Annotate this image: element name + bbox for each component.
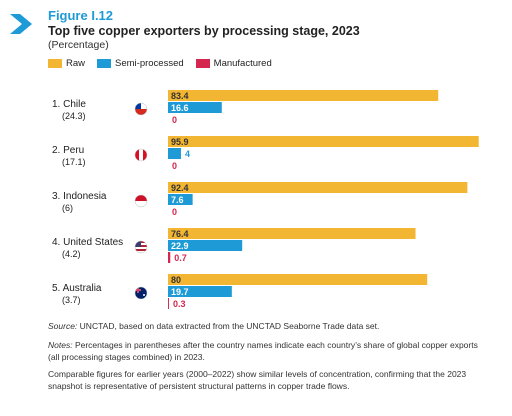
data-label-manufactured: 0.3 xyxy=(173,299,186,309)
bar-manufactured xyxy=(168,298,169,309)
data-label-raw: 92.4 xyxy=(171,183,189,193)
peru-flag-icon xyxy=(134,148,148,162)
category-share-label: (3.7) xyxy=(62,295,81,305)
chile-flag-icon xyxy=(134,102,148,116)
data-label-manufactured: 0 xyxy=(172,207,177,217)
figure-label: Figure I.12 xyxy=(48,8,114,23)
comparable-note: Comparable figures for earlier years (20… xyxy=(48,369,467,391)
data-label-manufactured: 0.7 xyxy=(174,253,187,263)
data-label-semi-processed: 7.6 xyxy=(171,195,184,205)
indonesia-flag-icon xyxy=(134,194,148,208)
legend-item-raw: Raw xyxy=(48,58,85,69)
notes-label: Notes: xyxy=(48,340,73,350)
chevron-right-icon xyxy=(10,14,32,34)
legend: Raw Semi-processed Manufactured xyxy=(48,58,284,69)
legend-label-manufactured: Manufactured xyxy=(213,58,272,69)
data-label-semi-processed: 22.9 xyxy=(171,241,189,251)
data-label-semi-processed: 19.7 xyxy=(171,287,189,297)
category-label: 4. United States xyxy=(52,237,123,248)
australia-flag-icon xyxy=(134,286,148,300)
united-states-flag-icon xyxy=(134,240,148,254)
legend-label-raw: Raw xyxy=(66,58,86,69)
chart-subtitle: (Percentage) xyxy=(48,39,109,51)
bar-raw xyxy=(168,136,479,147)
legend-swatch-semi-processed xyxy=(97,59,112,68)
category-share-label: (17.1) xyxy=(62,157,86,167)
data-label-manufactured: 0 xyxy=(172,161,177,171)
legend-swatch-manufactured xyxy=(195,59,210,68)
category-label: 3. Indonesia xyxy=(52,191,107,202)
bar-raw xyxy=(168,182,468,193)
data-label-semi-processed: 4 xyxy=(185,149,190,159)
bar-semi-processed xyxy=(168,286,232,297)
bar-semi-processed xyxy=(168,148,181,159)
data-label-semi-processed: 16.6 xyxy=(171,103,189,113)
bar-raw xyxy=(168,228,416,239)
category-share-label: (6) xyxy=(62,203,73,213)
source-text: UNCTAD, based on data extracted from the… xyxy=(79,321,380,331)
bar-raw xyxy=(168,90,439,101)
source-note: Source: UNCTAD, based on data extracted … xyxy=(48,320,488,332)
bar-chart: 1. Chile(24.3) 83.4 16.6 0 2. Peru(17.1) 95.9… xyxy=(52,90,479,309)
legend-label-semi-processed: Semi-processed xyxy=(115,58,184,69)
category-share-label: (4.2) xyxy=(62,249,81,259)
category-label: 5. Australia xyxy=(52,283,102,294)
data-label-raw: 80 xyxy=(171,275,181,285)
bar-semi-processed xyxy=(168,240,243,251)
bar-raw xyxy=(168,274,428,285)
legend-swatch-raw xyxy=(48,59,62,68)
bar-semi-processed xyxy=(168,102,222,113)
notes-note: Notes: Percentages in parentheses after … xyxy=(48,339,488,363)
data-label-manufactured: 0 xyxy=(172,115,177,125)
bar-semi-processed xyxy=(168,194,193,205)
category-share-label: (24.3) xyxy=(62,111,86,121)
category-label: 1. Chile xyxy=(52,99,86,110)
legend-item-manufactured: Manufactured xyxy=(195,58,272,69)
category-label: 2. Peru xyxy=(52,145,84,156)
data-label-raw: 83.4 xyxy=(171,91,189,101)
legend-item-semi-processed: Semi-processed xyxy=(97,58,184,69)
chart-title: Top five copper exporters by processing … xyxy=(48,24,360,38)
data-label-raw: 76.4 xyxy=(171,229,189,239)
data-label-raw: 95.9 xyxy=(171,137,189,147)
notes-text: Percentages in parentheses after the cou… xyxy=(48,340,478,362)
bar-manufactured xyxy=(168,252,171,263)
source-label: Source: xyxy=(48,321,78,331)
